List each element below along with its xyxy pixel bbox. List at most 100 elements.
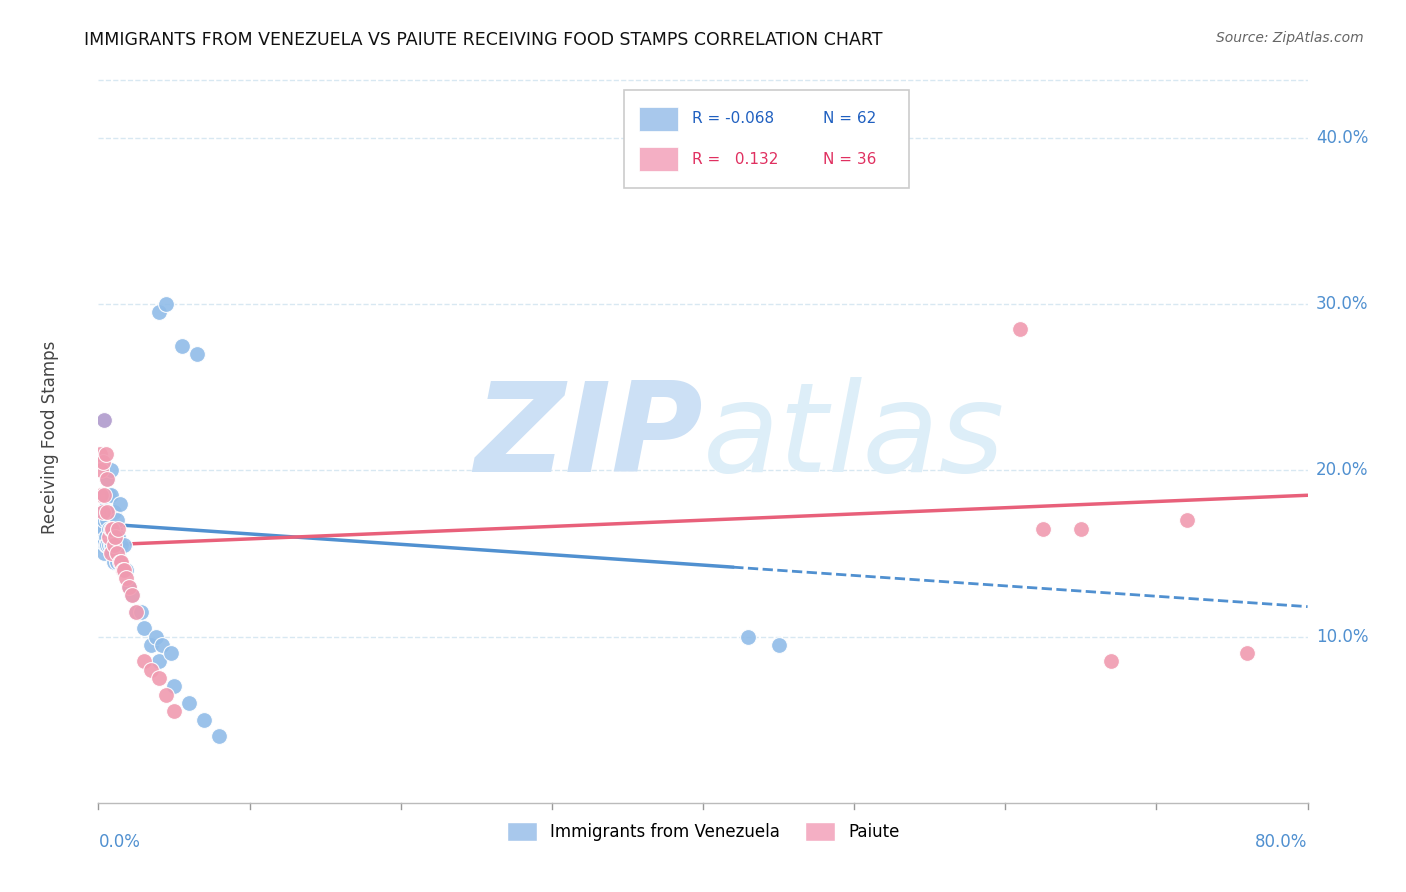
Point (125, 605, 148, 619)
Point (100, 546, 122, 560)
Point (118, 580, 141, 594)
Point (208, 729, 231, 743)
Point (107, 521, 129, 535)
Point (125, 605, 148, 619)
Point (145, 630, 167, 644)
Point (114, 563, 136, 577)
Point (104, 530, 127, 544)
Point (96, 472, 118, 486)
FancyBboxPatch shape (638, 147, 678, 171)
Point (100, 463, 122, 477)
Point (98, 488, 121, 502)
Point (94, 530, 117, 544)
Point (94, 505, 117, 519)
Point (108, 497, 131, 511)
Point (1032, 521, 1054, 535)
Point (107, 546, 129, 560)
Point (105, 555, 128, 569)
Point (193, 713, 215, 727)
Point (93, 413, 115, 427)
Point (90, 521, 112, 535)
Point (155, 688, 177, 702)
Point (100, 488, 122, 502)
Point (103, 538, 125, 552)
Point (96, 472, 118, 486)
Point (170, 338, 193, 352)
Point (107, 530, 129, 544)
Text: 80.0%: 80.0% (1256, 833, 1308, 851)
Point (89, 447, 111, 461)
Point (129, 605, 152, 619)
Text: N = 62: N = 62 (823, 112, 876, 127)
Point (160, 646, 183, 660)
Point (90, 463, 112, 477)
Point (155, 297, 177, 311)
Point (141, 663, 163, 677)
Point (91, 538, 114, 552)
Point (111, 563, 134, 577)
Point (104, 538, 127, 552)
Point (101, 521, 124, 535)
Point (98, 538, 121, 552)
Point (768, 638, 790, 652)
Point (94, 488, 117, 502)
Point (1070, 521, 1092, 535)
Text: IMMIGRANTS FROM VENEZUELA VS PAIUTE RECEIVING FOOD STAMPS CORRELATION CHART: IMMIGRANTS FROM VENEZUELA VS PAIUTE RECE… (84, 31, 883, 49)
Text: N = 36: N = 36 (823, 152, 876, 167)
Point (121, 588, 143, 602)
Point (179, 696, 201, 710)
Point (94, 447, 117, 461)
Point (98, 521, 121, 535)
Point (104, 521, 127, 535)
Text: 10.0%: 10.0% (1316, 628, 1368, 646)
Text: 30.0%: 30.0% (1316, 295, 1368, 313)
Point (111, 563, 134, 577)
Point (112, 563, 135, 577)
Point (90, 505, 112, 519)
Point (91, 455, 114, 469)
Point (1010, 322, 1032, 336)
Point (163, 705, 186, 719)
Point (141, 638, 163, 652)
Text: 20.0%: 20.0% (1316, 461, 1368, 479)
Point (118, 580, 141, 594)
Point (101, 546, 124, 560)
Point (132, 621, 155, 635)
Text: ZIP: ZIP (474, 376, 703, 498)
Point (1099, 655, 1122, 669)
Point (105, 513, 128, 527)
Point (90, 488, 112, 502)
Point (96, 538, 118, 552)
Point (91, 505, 114, 519)
Point (89, 538, 111, 552)
FancyBboxPatch shape (624, 90, 908, 188)
Text: R = -0.068: R = -0.068 (692, 112, 775, 127)
Point (96, 513, 118, 527)
Point (108, 555, 131, 569)
Point (148, 671, 170, 685)
Point (186, 347, 208, 361)
Point (91, 488, 114, 502)
Point (100, 505, 122, 519)
Point (114, 571, 136, 585)
Point (112, 538, 135, 552)
Point (101, 538, 124, 552)
Point (1175, 513, 1198, 527)
Point (110, 555, 132, 569)
Point (96, 505, 118, 519)
Text: R =   0.132: R = 0.132 (692, 152, 779, 167)
Point (103, 555, 125, 569)
Text: 40.0%: 40.0% (1316, 128, 1368, 147)
Point (98, 505, 121, 519)
Point (737, 630, 759, 644)
Text: 0.0%: 0.0% (98, 833, 141, 851)
Point (94, 538, 117, 552)
Point (93, 488, 115, 502)
Point (103, 505, 125, 519)
Point (103, 538, 125, 552)
Point (150, 638, 173, 652)
FancyBboxPatch shape (638, 107, 678, 130)
Text: Source: ZipAtlas.com: Source: ZipAtlas.com (1216, 31, 1364, 45)
Point (100, 538, 122, 552)
Point (96, 497, 118, 511)
